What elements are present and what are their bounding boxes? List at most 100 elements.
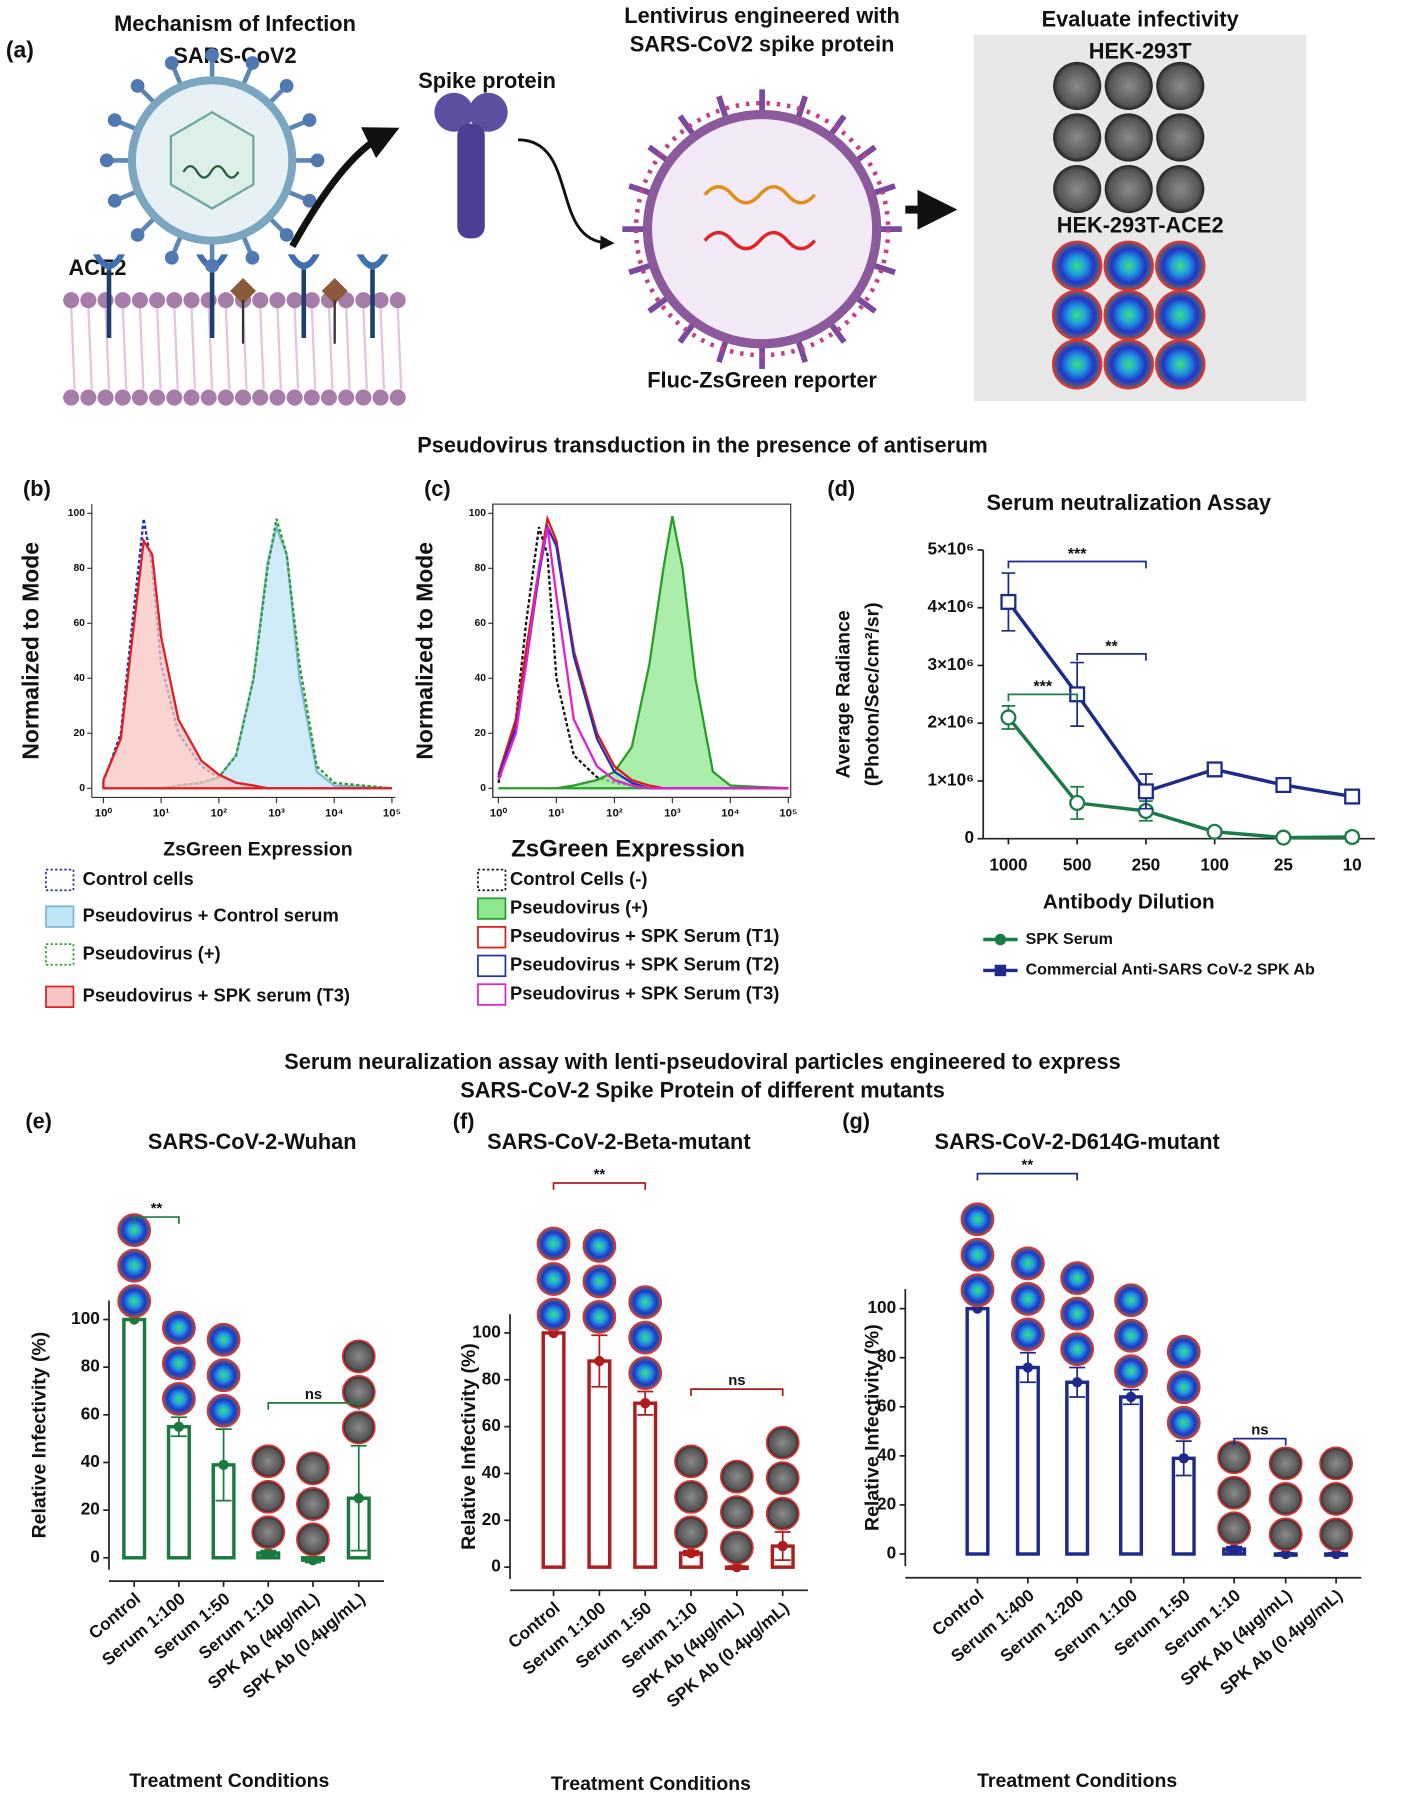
y-axis-label: Normalized to Mode <box>411 542 437 760</box>
membrane-head <box>97 389 114 406</box>
well <box>1104 61 1153 110</box>
chart-title: Serum neutralization Assay <box>986 490 1270 515</box>
panel-label: (c) <box>424 476 451 501</box>
legend-swatch <box>477 868 507 892</box>
well-image <box>1060 1261 1095 1296</box>
y-axis-label: Relative Infectivity (%) <box>28 1332 50 1539</box>
well-image <box>1268 1482 1303 1516</box>
y-tick-label: 80 <box>474 563 486 574</box>
spike-icon <box>434 92 474 132</box>
well-image <box>1319 1517 1354 1552</box>
well <box>1103 339 1154 390</box>
well <box>1051 289 1103 341</box>
significance-bracket <box>133 1216 180 1224</box>
series-line <box>1007 716 1353 840</box>
virus-spike-tip <box>99 153 114 168</box>
diagram-label: Fluc-ZsGreen reporter <box>647 367 877 392</box>
y-axis-label: Relative Infectivity (%) <box>861 1324 883 1531</box>
membrane-head <box>149 292 166 309</box>
data-point <box>1178 1453 1189 1464</box>
well-image <box>161 1310 196 1345</box>
y-tick-label: 60 <box>474 618 486 629</box>
well-image <box>1010 1246 1045 1281</box>
well-image <box>206 1322 241 1357</box>
marker <box>1000 709 1017 726</box>
well-image <box>719 1530 754 1565</box>
significance-bracket <box>1007 560 1147 569</box>
well-image <box>628 1320 663 1355</box>
data-point <box>173 1421 185 1432</box>
receptor-head <box>356 254 389 270</box>
virus-spike-tip <box>205 258 219 273</box>
y-axis-label: Normalized to Mode <box>17 542 43 760</box>
virus-capsid <box>169 110 255 210</box>
membrane-head <box>286 292 303 309</box>
well-image <box>117 1213 152 1248</box>
virus-spike-tip <box>245 56 260 70</box>
x-tick-label: 10³ <box>268 808 285 820</box>
significance-label: ns <box>305 1387 322 1403</box>
well-image <box>1010 1282 1045 1316</box>
well-image <box>582 1229 617 1263</box>
well-image <box>765 1425 800 1460</box>
membrane-head <box>252 292 269 309</box>
data-point <box>1228 1543 1240 1555</box>
virus-spike-tip <box>245 250 260 265</box>
well-image <box>341 1339 376 1374</box>
well <box>1104 113 1153 162</box>
legend-label: Pseudovirus + SPK Serum (T3) <box>510 982 779 1003</box>
x-tick-label: 25 <box>1274 855 1294 875</box>
membrane-head <box>217 389 234 406</box>
well-image <box>251 1444 286 1479</box>
membrane-head <box>166 292 183 309</box>
marker <box>1344 828 1361 845</box>
virus-spike-tip <box>164 250 179 265</box>
y-tick-label: 0 <box>90 1546 100 1566</box>
legend-label: Commercial Anti-SARS CoV-2 SPK Ab <box>1026 961 1315 979</box>
virus-spike-tip <box>107 193 122 208</box>
well-image <box>674 1515 708 1550</box>
chart-title: SARS-CoV-2-Wuhan <box>148 1129 357 1154</box>
y-tick-label: 5×10⁶ <box>927 538 974 558</box>
bar <box>541 1331 566 1569</box>
spike-icon <box>468 92 508 132</box>
x-axis-label: Treatment Conditions <box>129 1770 329 1792</box>
membrane-head <box>114 389 131 406</box>
y-tick-label: 20 <box>877 1493 896 1513</box>
legend-label: SPK Serum <box>1026 930 1113 948</box>
well-image <box>960 1202 995 1237</box>
protease <box>321 278 348 304</box>
membrane-tail <box>310 307 317 390</box>
spike-icon <box>457 123 485 239</box>
data-point <box>218 1459 229 1471</box>
membrane-head <box>200 389 217 406</box>
membrane-head <box>114 292 131 309</box>
well <box>1053 113 1102 162</box>
bar <box>633 1401 658 1569</box>
data-point <box>640 1398 651 1409</box>
x-tick-label: 10 <box>1343 855 1362 875</box>
membrane-tail <box>207 307 214 390</box>
lentivirus <box>642 109 882 349</box>
well-image <box>1217 1475 1252 1510</box>
membrane-tail <box>155 307 162 390</box>
y-tick-label: 4×10⁶ <box>927 596 974 616</box>
y-tick-label: 40 <box>474 673 486 684</box>
significance-label: ** <box>1105 637 1118 655</box>
x-tick-label: 10⁴ <box>325 808 344 820</box>
section-title: SARS-CoV-2 Spike Protein of different mu… <box>460 1078 945 1103</box>
significance-label: *** <box>1033 678 1052 696</box>
x-tick-label: 10² <box>211 808 228 820</box>
diagram-label: HEK-293T-ACE2 <box>1057 213 1224 238</box>
legend-label: Control Cells (-) <box>510 868 647 889</box>
membrane-head <box>63 389 80 406</box>
well-image <box>628 1285 663 1320</box>
x-tick-label: 10² <box>606 808 623 820</box>
x-tick-label: 10⁵ <box>383 808 401 820</box>
well-image <box>674 1444 708 1479</box>
membrane-head <box>303 292 320 309</box>
well-image <box>1268 1446 1303 1481</box>
bar <box>587 1359 612 1569</box>
membrane-tail <box>362 307 368 390</box>
